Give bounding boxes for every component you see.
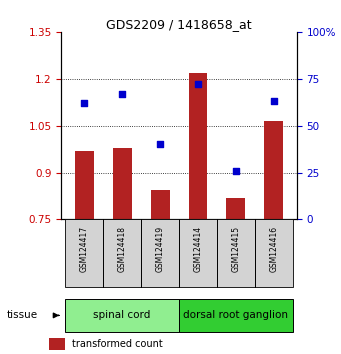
Text: GSM124417: GSM124417 bbox=[80, 226, 89, 272]
Text: GSM124416: GSM124416 bbox=[269, 226, 278, 272]
Bar bbox=[217, 219, 255, 287]
Point bbox=[157, 142, 163, 147]
Point bbox=[233, 168, 239, 173]
Bar bbox=[179, 219, 217, 287]
Text: GSM124418: GSM124418 bbox=[118, 226, 127, 272]
Bar bbox=[179, 299, 293, 332]
Title: GDS2209 / 1418658_at: GDS2209 / 1418658_at bbox=[106, 18, 252, 31]
Text: dorsal root ganglion: dorsal root ganglion bbox=[183, 310, 288, 320]
Bar bbox=[151, 190, 169, 219]
Bar bbox=[189, 73, 207, 219]
Text: transformed count: transformed count bbox=[72, 339, 163, 349]
Text: GSM124415: GSM124415 bbox=[232, 226, 240, 272]
Bar bbox=[255, 219, 293, 287]
Bar bbox=[65, 219, 103, 287]
Bar bbox=[103, 219, 141, 287]
Bar bbox=[113, 148, 132, 219]
Bar bbox=[141, 219, 179, 287]
Bar bbox=[264, 121, 283, 219]
Bar bbox=[226, 198, 246, 219]
Bar bbox=[75, 151, 94, 219]
Point bbox=[195, 81, 201, 87]
Point bbox=[271, 98, 277, 104]
Bar bbox=[49, 338, 64, 350]
Point bbox=[81, 100, 87, 106]
Text: GSM124414: GSM124414 bbox=[193, 226, 203, 272]
Bar bbox=[65, 299, 179, 332]
Point bbox=[119, 91, 125, 97]
Text: GSM124419: GSM124419 bbox=[155, 226, 165, 272]
Text: tissue: tissue bbox=[7, 310, 38, 320]
Text: spinal cord: spinal cord bbox=[93, 310, 151, 320]
